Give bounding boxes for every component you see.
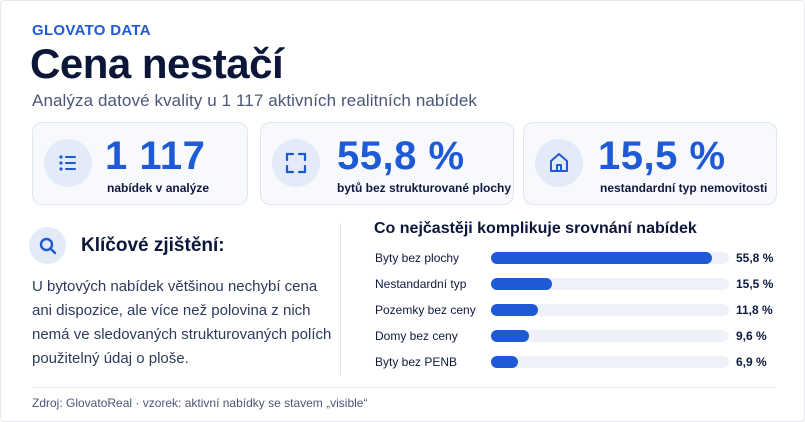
- bar: [491, 278, 552, 290]
- bar-value-label: 11,8 %: [736, 303, 773, 317]
- bar-label: Byty bez PENB: [375, 355, 458, 369]
- bar-value-label: 6,9 %: [736, 355, 767, 369]
- bar: [491, 330, 529, 342]
- stat-card-offers: 1 117 nabídek v analýze: [32, 122, 248, 205]
- bar-label: Nestandardní typ: [375, 277, 467, 291]
- section-divider: [340, 223, 341, 375]
- key-findings-title: Klíčové zjištění:: [81, 235, 225, 256]
- bar-value-label: 55,8 %: [736, 251, 774, 265]
- key-findings-text: U bytových nabídek většinou nechybí cena…: [32, 278, 332, 367]
- stat-card-nonstandard: 15,5 % nestandardní typ nemovitosti: [523, 122, 777, 205]
- list-icon: [44, 139, 92, 187]
- bar: [491, 304, 538, 316]
- bar-label: Domy bez ceny: [375, 329, 458, 343]
- bar-label: Pozemky bez ceny: [375, 303, 476, 317]
- footer-divider: [32, 387, 776, 388]
- bar-value-label: 15,5 %: [736, 277, 774, 291]
- stat-label: nestandardní typ nemovitosti: [600, 181, 768, 195]
- search-icon: [29, 227, 66, 264]
- bar-track: [491, 278, 729, 290]
- page-subtitle: Analýza datové kvality u 1 117 aktivních…: [32, 91, 478, 110]
- bar-track: [491, 330, 729, 342]
- bar: [491, 252, 712, 264]
- stat-label: bytů bez strukturované plochy: [337, 181, 512, 195]
- source-note: Zdroj: GlovatoReal · vzorek: aktivní nab…: [32, 396, 368, 410]
- area-frame-icon: [272, 139, 320, 187]
- brand-label: GLOVATO DATA: [32, 22, 151, 39]
- stat-card-no-area: 55,8 % bytů bez strukturované plochy: [260, 122, 514, 205]
- bar: [491, 356, 518, 368]
- bar-track: [491, 356, 729, 368]
- bar-track: [491, 252, 729, 264]
- stat-value: 55,8 %: [337, 134, 465, 178]
- bar-value-label: 9,6 %: [736, 329, 767, 343]
- chart-title: Co nejčastěji komplikuje srovnání nabíde…: [374, 220, 697, 237]
- stat-value: 1 117: [105, 134, 206, 178]
- house-icon: [535, 139, 583, 187]
- page-title: Cena nestačí: [30, 40, 284, 87]
- bar-track: [491, 304, 729, 316]
- stat-value: 15,5 %: [598, 134, 726, 178]
- stat-label: nabídek v analýze: [107, 181, 210, 195]
- bar-label: Byty bez plochy: [375, 251, 460, 265]
